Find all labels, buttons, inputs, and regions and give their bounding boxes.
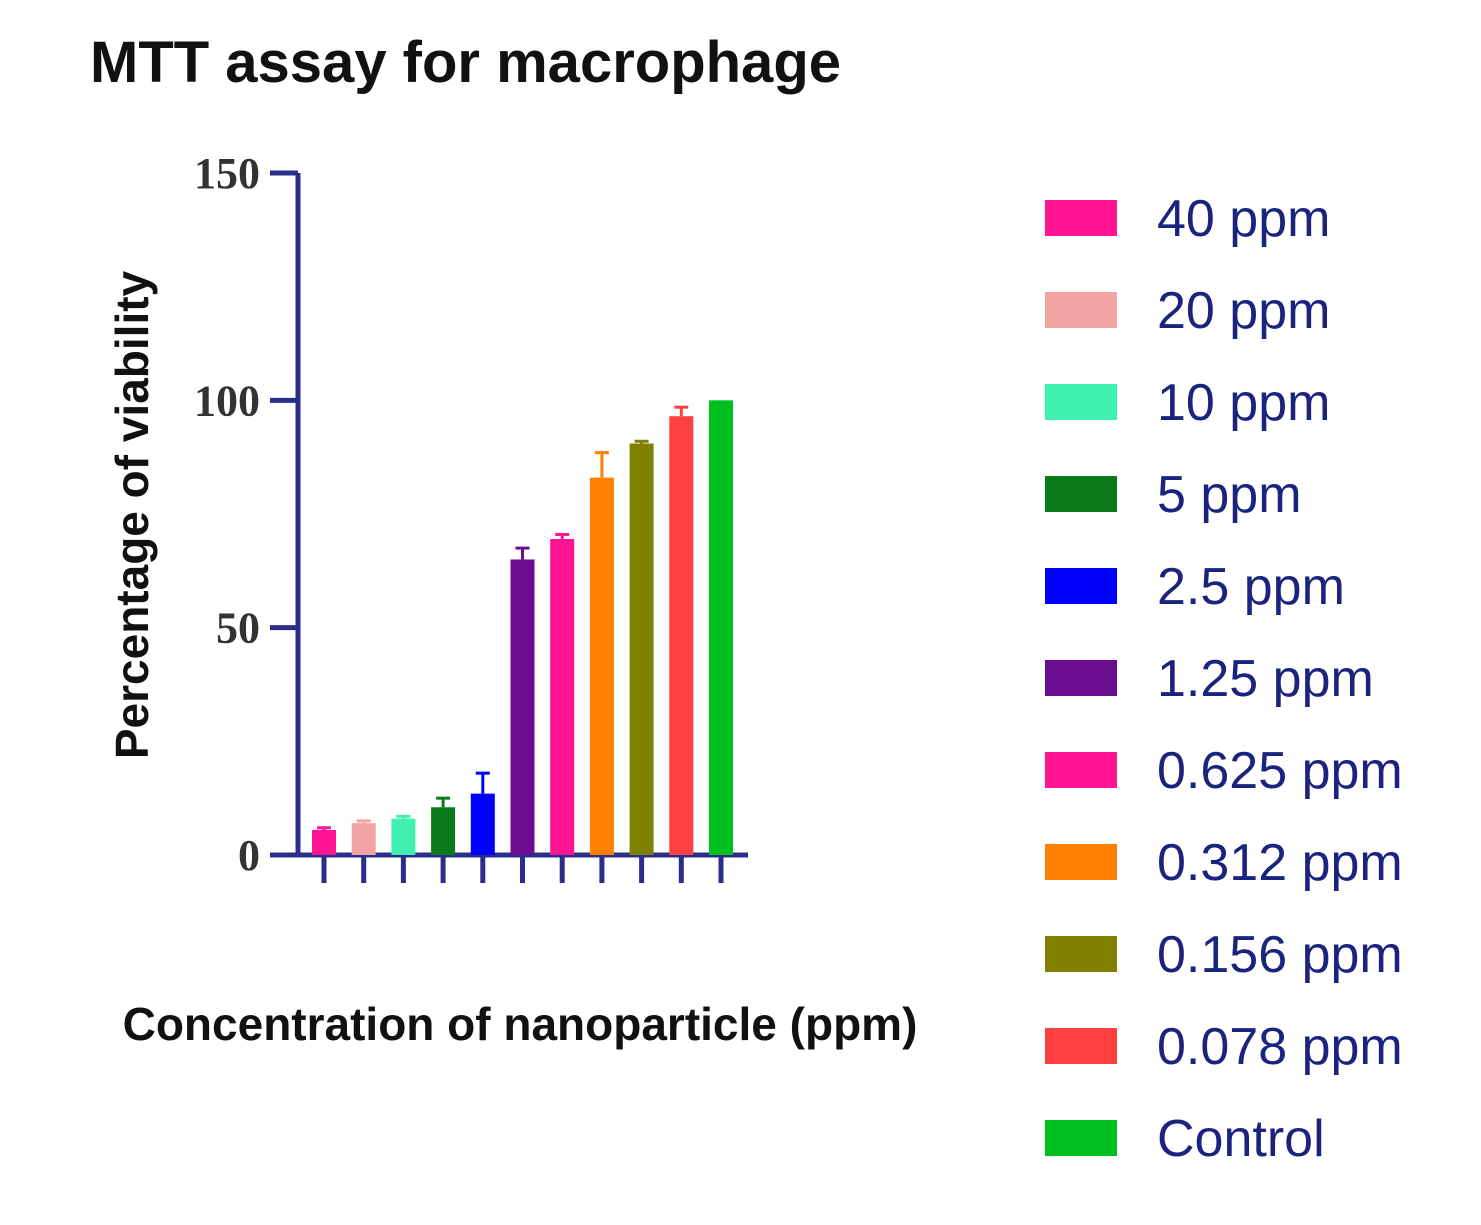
legend-label: Control [1157,1110,1325,1168]
legend-label: 5 ppm [1157,466,1302,524]
legend-swatch [1045,200,1117,236]
y-axis: 0 50 100 150 [194,149,748,883]
bar [589,477,614,855]
legend-item: Control [1045,1110,1325,1168]
y-tick-label: 0 [238,831,260,880]
bars [312,400,733,855]
legend-swatch [1045,752,1117,788]
legend-item: 10 ppm [1045,374,1330,432]
y-tick-label: 150 [194,149,260,198]
bar [312,829,336,855]
legend-swatch [1045,1120,1117,1156]
bar [431,807,456,855]
bar [709,400,733,855]
legend-item: 0.625 ppm [1045,742,1403,800]
legend-item: 40 ppm [1045,190,1330,248]
legend-swatch [1045,476,1117,512]
bar [351,823,376,855]
legend-label: 0.078 ppm [1157,1018,1403,1076]
legend-swatch [1045,568,1117,604]
legend-label: 2.5 ppm [1157,558,1345,616]
legend-label: 0.312 ppm [1157,834,1403,892]
y-tick-label: 50 [216,604,260,653]
y-axis-label: Percentage of viability [106,270,158,759]
legend-label: 40 ppm [1157,190,1330,248]
bar [391,818,416,855]
bar [669,416,694,855]
legend-swatch [1045,660,1117,696]
bar [470,793,495,855]
legend-swatch [1045,292,1117,328]
legend-label: 20 ppm [1157,282,1330,340]
legend-swatch [1045,844,1117,880]
legend: 40 ppm 20 ppm 10 ppm 5 ppm 2.5 ppm 1.25 ppm 0.… [1045,190,1403,1168]
bar [550,539,575,855]
chart-title: MTT assay for macrophage [90,30,841,95]
legend-item: 0.156 ppm [1045,926,1403,984]
legend-label: 0.625 ppm [1157,742,1403,800]
legend-item: 0.078 ppm [1045,1018,1403,1076]
legend-label: 1.25 ppm [1157,650,1374,708]
legend-swatch [1045,936,1117,972]
legend-item: 20 ppm [1045,282,1330,340]
x-axis-label: Concentration of nanoparticle (ppm) [123,998,918,1050]
legend-swatch [1045,1028,1117,1064]
legend-label: 0.156 ppm [1157,926,1403,984]
legend-item: 0.312 ppm [1045,834,1403,892]
bar [510,559,535,855]
legend-item: 1.25 ppm [1045,650,1374,708]
y-tick-label: 100 [194,376,260,425]
legend-item: 5 ppm [1045,466,1302,524]
legend-label: 10 ppm [1157,374,1330,432]
legend-swatch [1045,384,1117,420]
bar [629,443,654,855]
legend-item: 2.5 ppm [1045,558,1345,616]
